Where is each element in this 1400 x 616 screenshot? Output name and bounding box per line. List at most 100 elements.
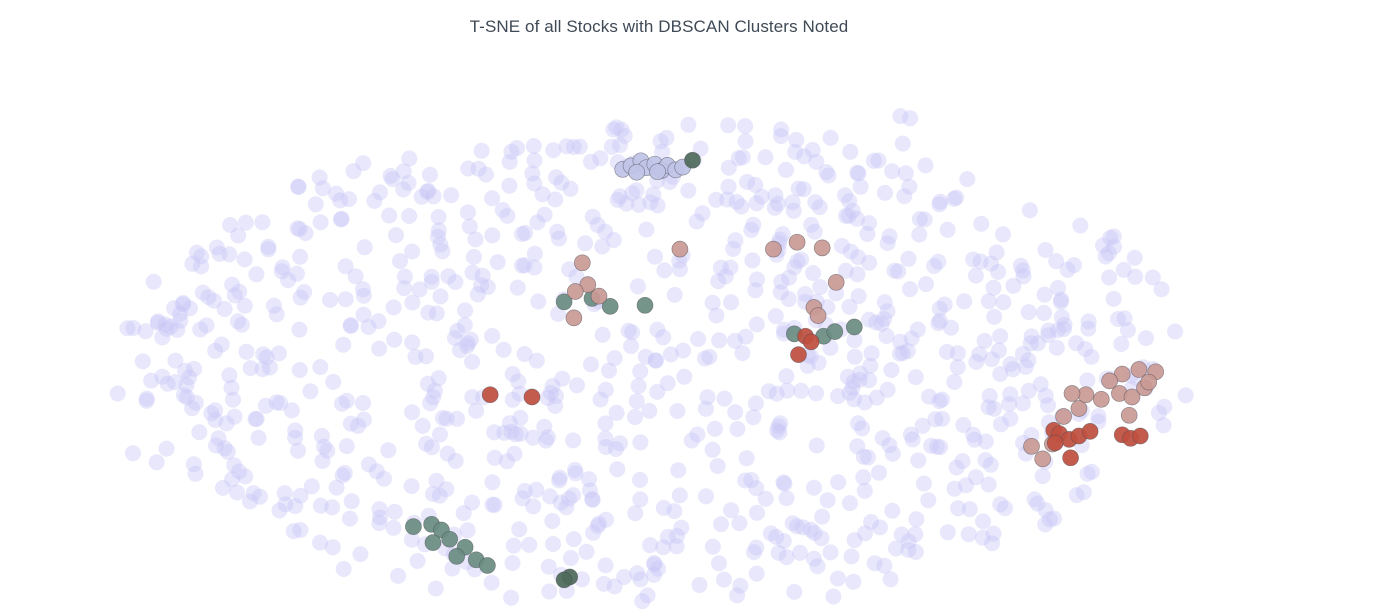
scatter-point — [207, 342, 224, 359]
scatter-point — [595, 575, 612, 592]
scatter-point — [447, 330, 463, 346]
scatter-point — [910, 452, 927, 469]
scatter-point — [413, 188, 430, 205]
scatter-point — [1050, 279, 1066, 296]
scatter-point — [662, 346, 679, 363]
scatter-point — [900, 541, 917, 558]
scatter-point — [1002, 386, 1019, 403]
scatter-point — [1014, 262, 1031, 279]
scatter-point — [386, 503, 403, 520]
scatter-point — [812, 279, 829, 295]
scatter-point — [737, 118, 754, 135]
scatter-point — [691, 577, 708, 593]
scatter-point — [894, 345, 911, 361]
scatter-point — [158, 320, 175, 337]
scatter-point — [688, 213, 705, 230]
scatter-point — [172, 306, 188, 322]
scatter-point — [990, 342, 1007, 359]
scatter-point — [747, 395, 764, 412]
scatter-point — [242, 493, 258, 510]
scatter-point — [762, 525, 779, 542]
scatter-point — [830, 474, 847, 491]
scatter-point — [1080, 313, 1097, 330]
scatter-point — [1034, 450, 1052, 468]
scatter-point — [479, 279, 496, 295]
scatter-point — [514, 226, 531, 242]
scatter-point — [646, 555, 663, 572]
scatter-point — [257, 397, 274, 414]
scatter-point — [837, 187, 854, 204]
scatter-point — [230, 313, 246, 330]
scatter-point — [382, 167, 399, 184]
scatter-point — [788, 233, 806, 251]
scatter-point — [769, 422, 786, 439]
scatter-point — [523, 388, 541, 406]
scatter-point — [236, 297, 253, 314]
scatter-point — [616, 127, 633, 144]
scatter-point — [892, 333, 909, 350]
scatter-point — [423, 268, 440, 285]
scatter-point — [473, 277, 490, 294]
scatter-point — [921, 388, 937, 405]
scatter-point — [743, 472, 760, 488]
scatter-point — [860, 449, 876, 466]
scatter-point — [291, 362, 308, 378]
scatter-point — [355, 155, 372, 172]
scatter-point — [949, 345, 966, 362]
scatter-point — [841, 298, 858, 315]
scatter-point — [517, 225, 534, 241]
scatter-point — [914, 417, 931, 434]
scatter-point — [1037, 516, 1054, 533]
scatter-point — [950, 500, 967, 517]
scatter-point — [683, 432, 700, 449]
scatter-point — [268, 394, 285, 411]
scatter-point — [484, 327, 501, 344]
scatter-point — [680, 116, 697, 133]
scatter-point — [642, 537, 659, 554]
scatter-point — [231, 463, 248, 480]
scatter-point — [424, 534, 442, 551]
scatter-point — [1053, 291, 1070, 308]
scatter-point — [355, 306, 372, 323]
scatter-point — [407, 348, 424, 365]
scatter-point — [138, 390, 155, 407]
scatter-point — [425, 486, 441, 502]
scatter-point — [719, 191, 736, 208]
scatter-point — [655, 539, 672, 556]
scatter-point — [1040, 397, 1056, 414]
scatter-point — [242, 360, 259, 377]
scatter-point — [186, 360, 203, 377]
scatter-point — [335, 336, 352, 353]
scatter-point — [645, 186, 662, 203]
scatter-point — [544, 378, 561, 394]
scatter-point — [236, 251, 253, 268]
scatter-point — [372, 184, 388, 201]
scatter-point — [796, 148, 813, 165]
series-cluster_pink — [565, 233, 1165, 468]
scatter-point — [1037, 387, 1054, 404]
scatter-point — [771, 424, 788, 441]
scatter-point — [143, 372, 160, 389]
scatter-point — [879, 235, 896, 252]
scatter-point — [786, 259, 803, 276]
scatter-point — [566, 283, 584, 300]
scatter-point — [372, 509, 388, 526]
scatter-point — [324, 499, 341, 516]
scatter-point — [844, 202, 861, 219]
scatter-point — [712, 259, 729, 276]
scatter-point — [841, 384, 858, 401]
scatter-point — [1005, 277, 1022, 294]
scatter-point — [778, 161, 794, 178]
scatter-point — [319, 442, 336, 459]
scatter-point — [793, 382, 810, 399]
scatter-point — [203, 405, 220, 422]
scatter-point — [743, 222, 760, 238]
scatter-point — [486, 496, 503, 513]
scatter-point — [826, 323, 844, 340]
scatter-point — [181, 369, 198, 386]
scatter-point — [863, 345, 880, 362]
scatter-point — [710, 273, 727, 290]
scatter-point — [489, 254, 506, 271]
scatter-point — [385, 519, 402, 536]
scatter-point — [890, 263, 907, 280]
